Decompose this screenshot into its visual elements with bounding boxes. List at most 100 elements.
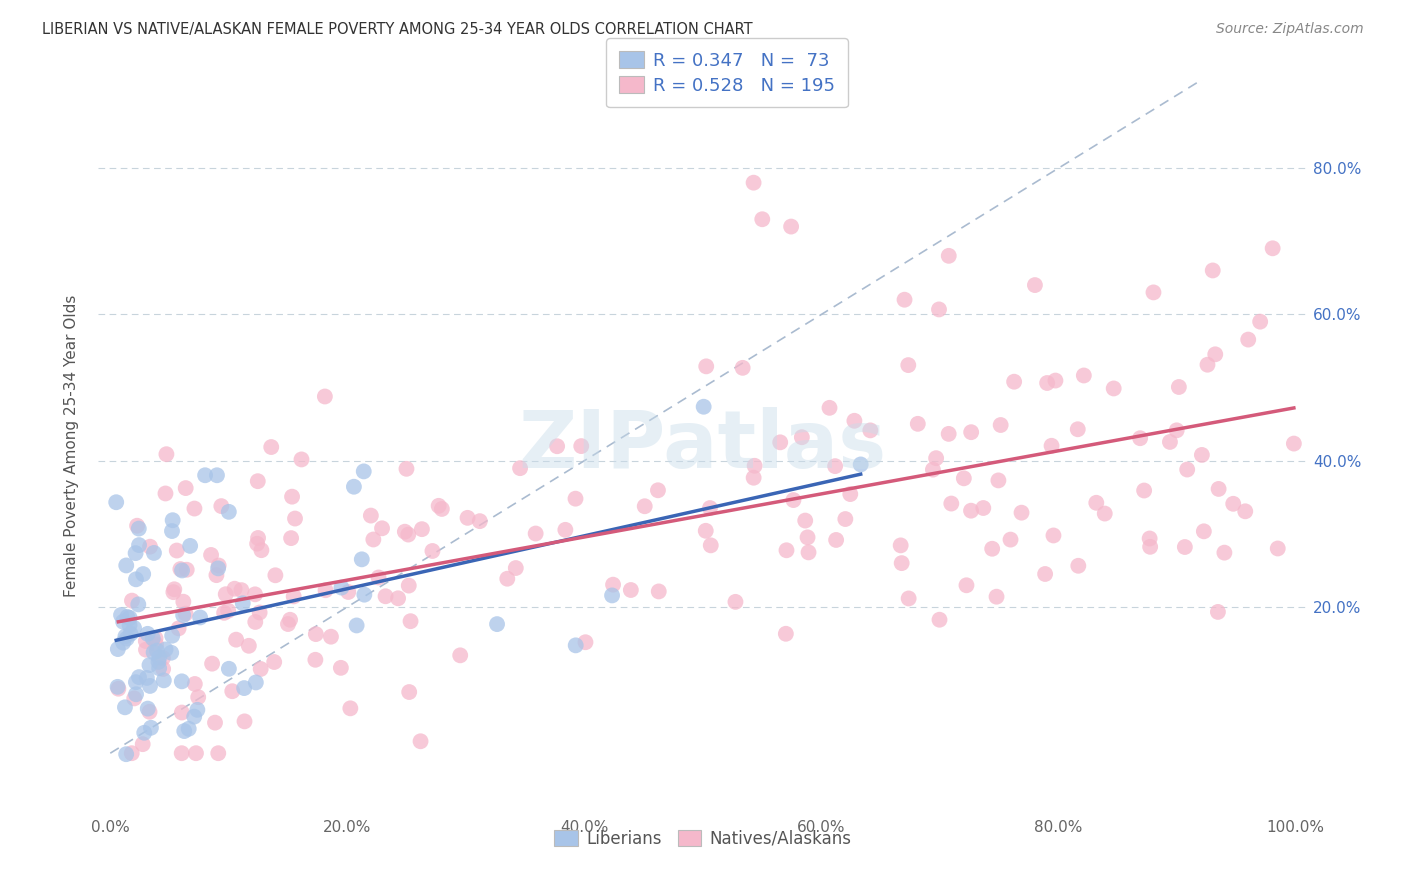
Point	[152, 651, 174, 665]
Point	[1040, 439, 1063, 453]
Point	[162, 585, 184, 599]
Point	[1045, 374, 1067, 388]
Point	[167, 621, 190, 635]
Point	[1073, 368, 1095, 383]
Point	[775, 543, 797, 558]
Point	[409, 734, 432, 748]
Point	[1166, 423, 1188, 437]
Point	[121, 746, 143, 760]
Point	[928, 302, 950, 317]
Point	[363, 533, 385, 547]
Point	[209, 499, 232, 513]
Point	[186, 703, 208, 717]
Point	[277, 617, 299, 632]
Point	[139, 540, 162, 554]
Point	[839, 487, 862, 501]
Point	[120, 627, 142, 641]
Point	[782, 493, 804, 508]
Point	[990, 417, 1012, 432]
Point	[174, 607, 197, 621]
Point	[194, 468, 217, 483]
Point	[136, 701, 159, 715]
Point	[172, 595, 194, 609]
Point	[281, 490, 304, 504]
Point	[112, 615, 135, 629]
Point	[1002, 375, 1025, 389]
Point	[1282, 436, 1305, 450]
Point	[1139, 540, 1161, 554]
Point	[1175, 462, 1198, 476]
Point	[825, 533, 848, 547]
Text: LIBERIAN VS NATIVE/ALASKAN FEMALE POVERTY AMONG 25-34 YEAR OLDS CORRELATION CHAR: LIBERIAN VS NATIVE/ALASKAN FEMALE POVERT…	[42, 22, 752, 37]
Point	[264, 568, 287, 582]
Point	[330, 581, 353, 595]
Point	[907, 417, 929, 431]
Point	[457, 511, 479, 525]
Point	[972, 501, 994, 516]
Point	[941, 497, 963, 511]
Point	[422, 544, 444, 558]
Point	[569, 439, 592, 453]
Point	[179, 539, 201, 553]
Point	[114, 700, 136, 714]
Point	[449, 648, 471, 663]
Point	[315, 583, 337, 598]
Point	[564, 638, 586, 652]
Point	[987, 474, 1010, 488]
Point	[780, 219, 803, 234]
Point	[225, 632, 247, 647]
Point	[115, 747, 138, 762]
Point	[283, 590, 305, 604]
Point	[1036, 376, 1059, 390]
Point	[233, 714, 256, 729]
Point	[278, 613, 301, 627]
Point	[775, 627, 797, 641]
Point	[153, 673, 176, 688]
Point	[922, 462, 945, 476]
Point	[1267, 541, 1289, 556]
Point	[160, 524, 183, 538]
Point	[700, 538, 723, 552]
Point	[890, 556, 912, 570]
Point	[724, 595, 747, 609]
Point	[224, 582, 246, 596]
Point	[135, 671, 157, 685]
Point	[115, 632, 138, 646]
Point	[114, 629, 136, 643]
Point	[138, 705, 160, 719]
Point	[1139, 532, 1161, 546]
Point	[960, 425, 983, 440]
Point	[215, 587, 238, 601]
Point	[350, 552, 373, 566]
Point	[183, 709, 205, 723]
Point	[411, 522, 433, 536]
Point	[170, 746, 193, 760]
Point	[160, 646, 183, 660]
Point	[695, 359, 717, 374]
Point	[125, 687, 148, 701]
Point	[1159, 434, 1181, 449]
Point	[208, 558, 231, 573]
Point	[394, 524, 416, 539]
Point	[1174, 540, 1197, 554]
Point	[395, 462, 418, 476]
Point	[135, 634, 157, 648]
Point	[1000, 533, 1022, 547]
Point	[938, 249, 960, 263]
Point	[692, 400, 714, 414]
Point	[1206, 605, 1229, 619]
Point	[217, 604, 239, 618]
Point	[107, 680, 129, 694]
Point	[751, 212, 773, 227]
Y-axis label: Female Poverty Among 25-34 Year Olds: Female Poverty Among 25-34 Year Olds	[65, 295, 79, 597]
Point	[818, 401, 841, 415]
Point	[155, 642, 177, 657]
Point	[128, 538, 150, 552]
Point	[107, 642, 129, 657]
Point	[953, 471, 976, 485]
Point	[564, 491, 586, 506]
Point	[249, 606, 271, 620]
Point	[221, 684, 243, 698]
Point	[398, 578, 420, 592]
Point	[546, 439, 568, 453]
